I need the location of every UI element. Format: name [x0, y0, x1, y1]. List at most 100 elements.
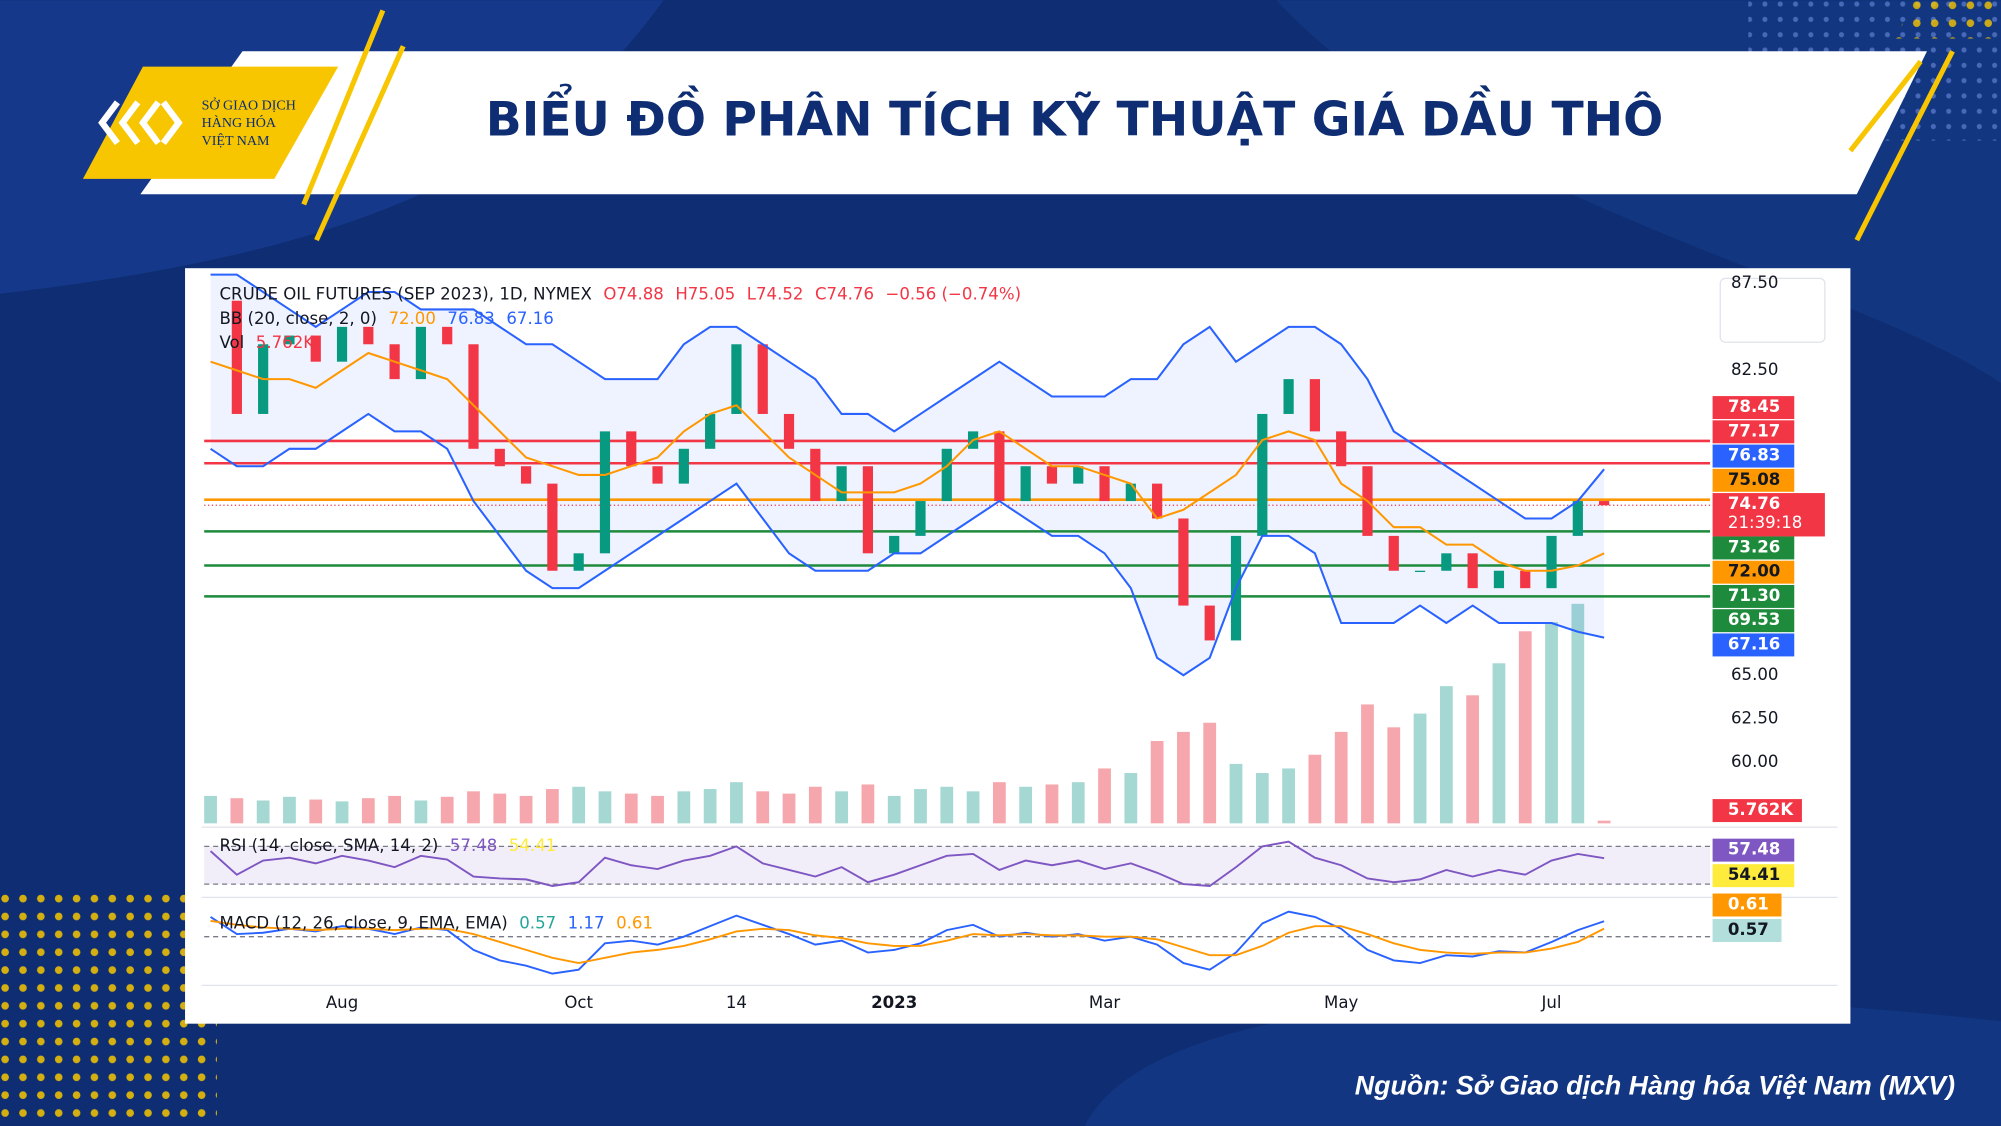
y-tick-label: 87.50 [1731, 273, 1778, 292]
rsi-line [209, 840, 1605, 887]
candle [599, 431, 611, 554]
volume-bar [624, 793, 638, 824]
rsi-tag [1712, 838, 1795, 862]
volume-bar [861, 784, 875, 824]
candle [1152, 483, 1163, 519]
volume-bar [730, 782, 743, 824]
volume-bar [808, 786, 822, 824]
candle [363, 326, 374, 345]
candle [415, 326, 427, 380]
volume-bar [1071, 782, 1085, 824]
x-tick-label: 14 [726, 993, 747, 1012]
candle [1414, 570, 1426, 573]
volume-bar [1177, 731, 1190, 824]
rsi-value: 54.41 [509, 836, 556, 855]
volume-bar [1545, 622, 1558, 824]
candle [1572, 501, 1583, 536]
volume-bar [1334, 731, 1348, 824]
candle [783, 413, 795, 449]
candle [468, 344, 479, 449]
rsi-tag-label: 57.48 [1728, 840, 1780, 859]
price-tag-label: 75.08 [1728, 470, 1780, 489]
volume-bar [651, 795, 664, 824]
candle [494, 448, 505, 467]
candle [1493, 570, 1505, 589]
candle [1099, 466, 1110, 502]
candle [678, 448, 689, 484]
candle [520, 466, 532, 484]
candle [862, 466, 874, 554]
x-tick-label: 2023 [871, 993, 917, 1012]
price-tag-time: 21:39:18 [1728, 513, 1802, 532]
candle [731, 344, 742, 414]
candle [573, 553, 584, 571]
candle [1073, 466, 1084, 484]
price-tag [1712, 420, 1795, 444]
y-tick-label: 82.50 [1731, 360, 1778, 379]
price-tag-label: 72.00 [1728, 562, 1780, 581]
volume-bar [440, 796, 454, 824]
macd-value: 1.17 [568, 914, 605, 933]
price-tag [1712, 444, 1795, 468]
macd-tag [1712, 919, 1782, 943]
volume-bar [283, 796, 296, 824]
volume-bar [1597, 820, 1611, 824]
legend-text: H75.05 [675, 285, 735, 304]
candle [1125, 483, 1136, 502]
price-tag-label: 77.17 [1728, 421, 1780, 440]
y-tick-label: 60.00 [1731, 752, 1778, 771]
volume-bar [1439, 686, 1453, 824]
legend-text: CRUDE OIL FUTURES (SEP 2023), 1D, NYMEX [219, 285, 591, 304]
legend-text: 76.83 [447, 309, 494, 328]
candle [1020, 466, 1031, 502]
candle [626, 431, 637, 467]
rsi-tag-label: 54.41 [1728, 865, 1780, 884]
bb-fill [210, 274, 1605, 676]
logo-text: SỞ GIAO DỊCH [202, 96, 296, 113]
macd-title: MACD (12, 26, close, 9, EMA, EMA) [219, 914, 507, 933]
y-tick-label: 65.00 [1731, 665, 1778, 684]
candle [1178, 518, 1189, 606]
volume-tag-label: 5.762K [1728, 800, 1794, 819]
price-tag-label: 67.16 [1728, 634, 1780, 653]
volume-bar [1203, 722, 1217, 824]
price-tag-label: 78.45 [1728, 397, 1780, 416]
bb-line [210, 351, 1605, 572]
volume-bar [1150, 741, 1164, 824]
candle [1046, 466, 1058, 484]
volume-bar [519, 795, 533, 824]
logo-icon [98, 100, 183, 146]
volume-bar [887, 795, 901, 824]
legend-text: L74.52 [747, 285, 804, 304]
price-tag [1712, 633, 1795, 657]
volume-bar [1098, 768, 1111, 824]
volume-bar [1229, 763, 1243, 824]
chart-widget [1719, 277, 1826, 343]
volume-bar [309, 799, 323, 824]
volume-bar [756, 791, 770, 824]
macd-value: 0.61 [616, 914, 653, 933]
volume-bar [914, 789, 927, 824]
legend-text: Vol [219, 333, 244, 352]
rsi-title: RSI (14, close, SMA, 14, 2) [219, 836, 438, 855]
volume-bar [1124, 773, 1138, 824]
dot-pattern [0, 893, 217, 1126]
x-tick-label: Aug [326, 993, 358, 1012]
volume-bar [1282, 768, 1295, 824]
volume-bar [361, 798, 375, 824]
bg-shape [1084, 996, 2001, 1126]
volume-bar [940, 786, 954, 824]
price-tag [1712, 560, 1795, 584]
volume-bar [493, 793, 507, 824]
price-tag-label: 71.30 [1728, 586, 1780, 605]
candle [1283, 379, 1294, 414]
candle [310, 335, 321, 362]
x-tick-label: Jul [1541, 993, 1562, 1012]
x-tick-label: Mar [1089, 993, 1120, 1012]
candle [705, 413, 716, 449]
volume-bar [1413, 713, 1427, 824]
volume-bar [992, 782, 1006, 824]
price-tag-label: 74.76 [1728, 494, 1780, 513]
legend-text: BB (20, close, 2, 0) [219, 309, 376, 328]
